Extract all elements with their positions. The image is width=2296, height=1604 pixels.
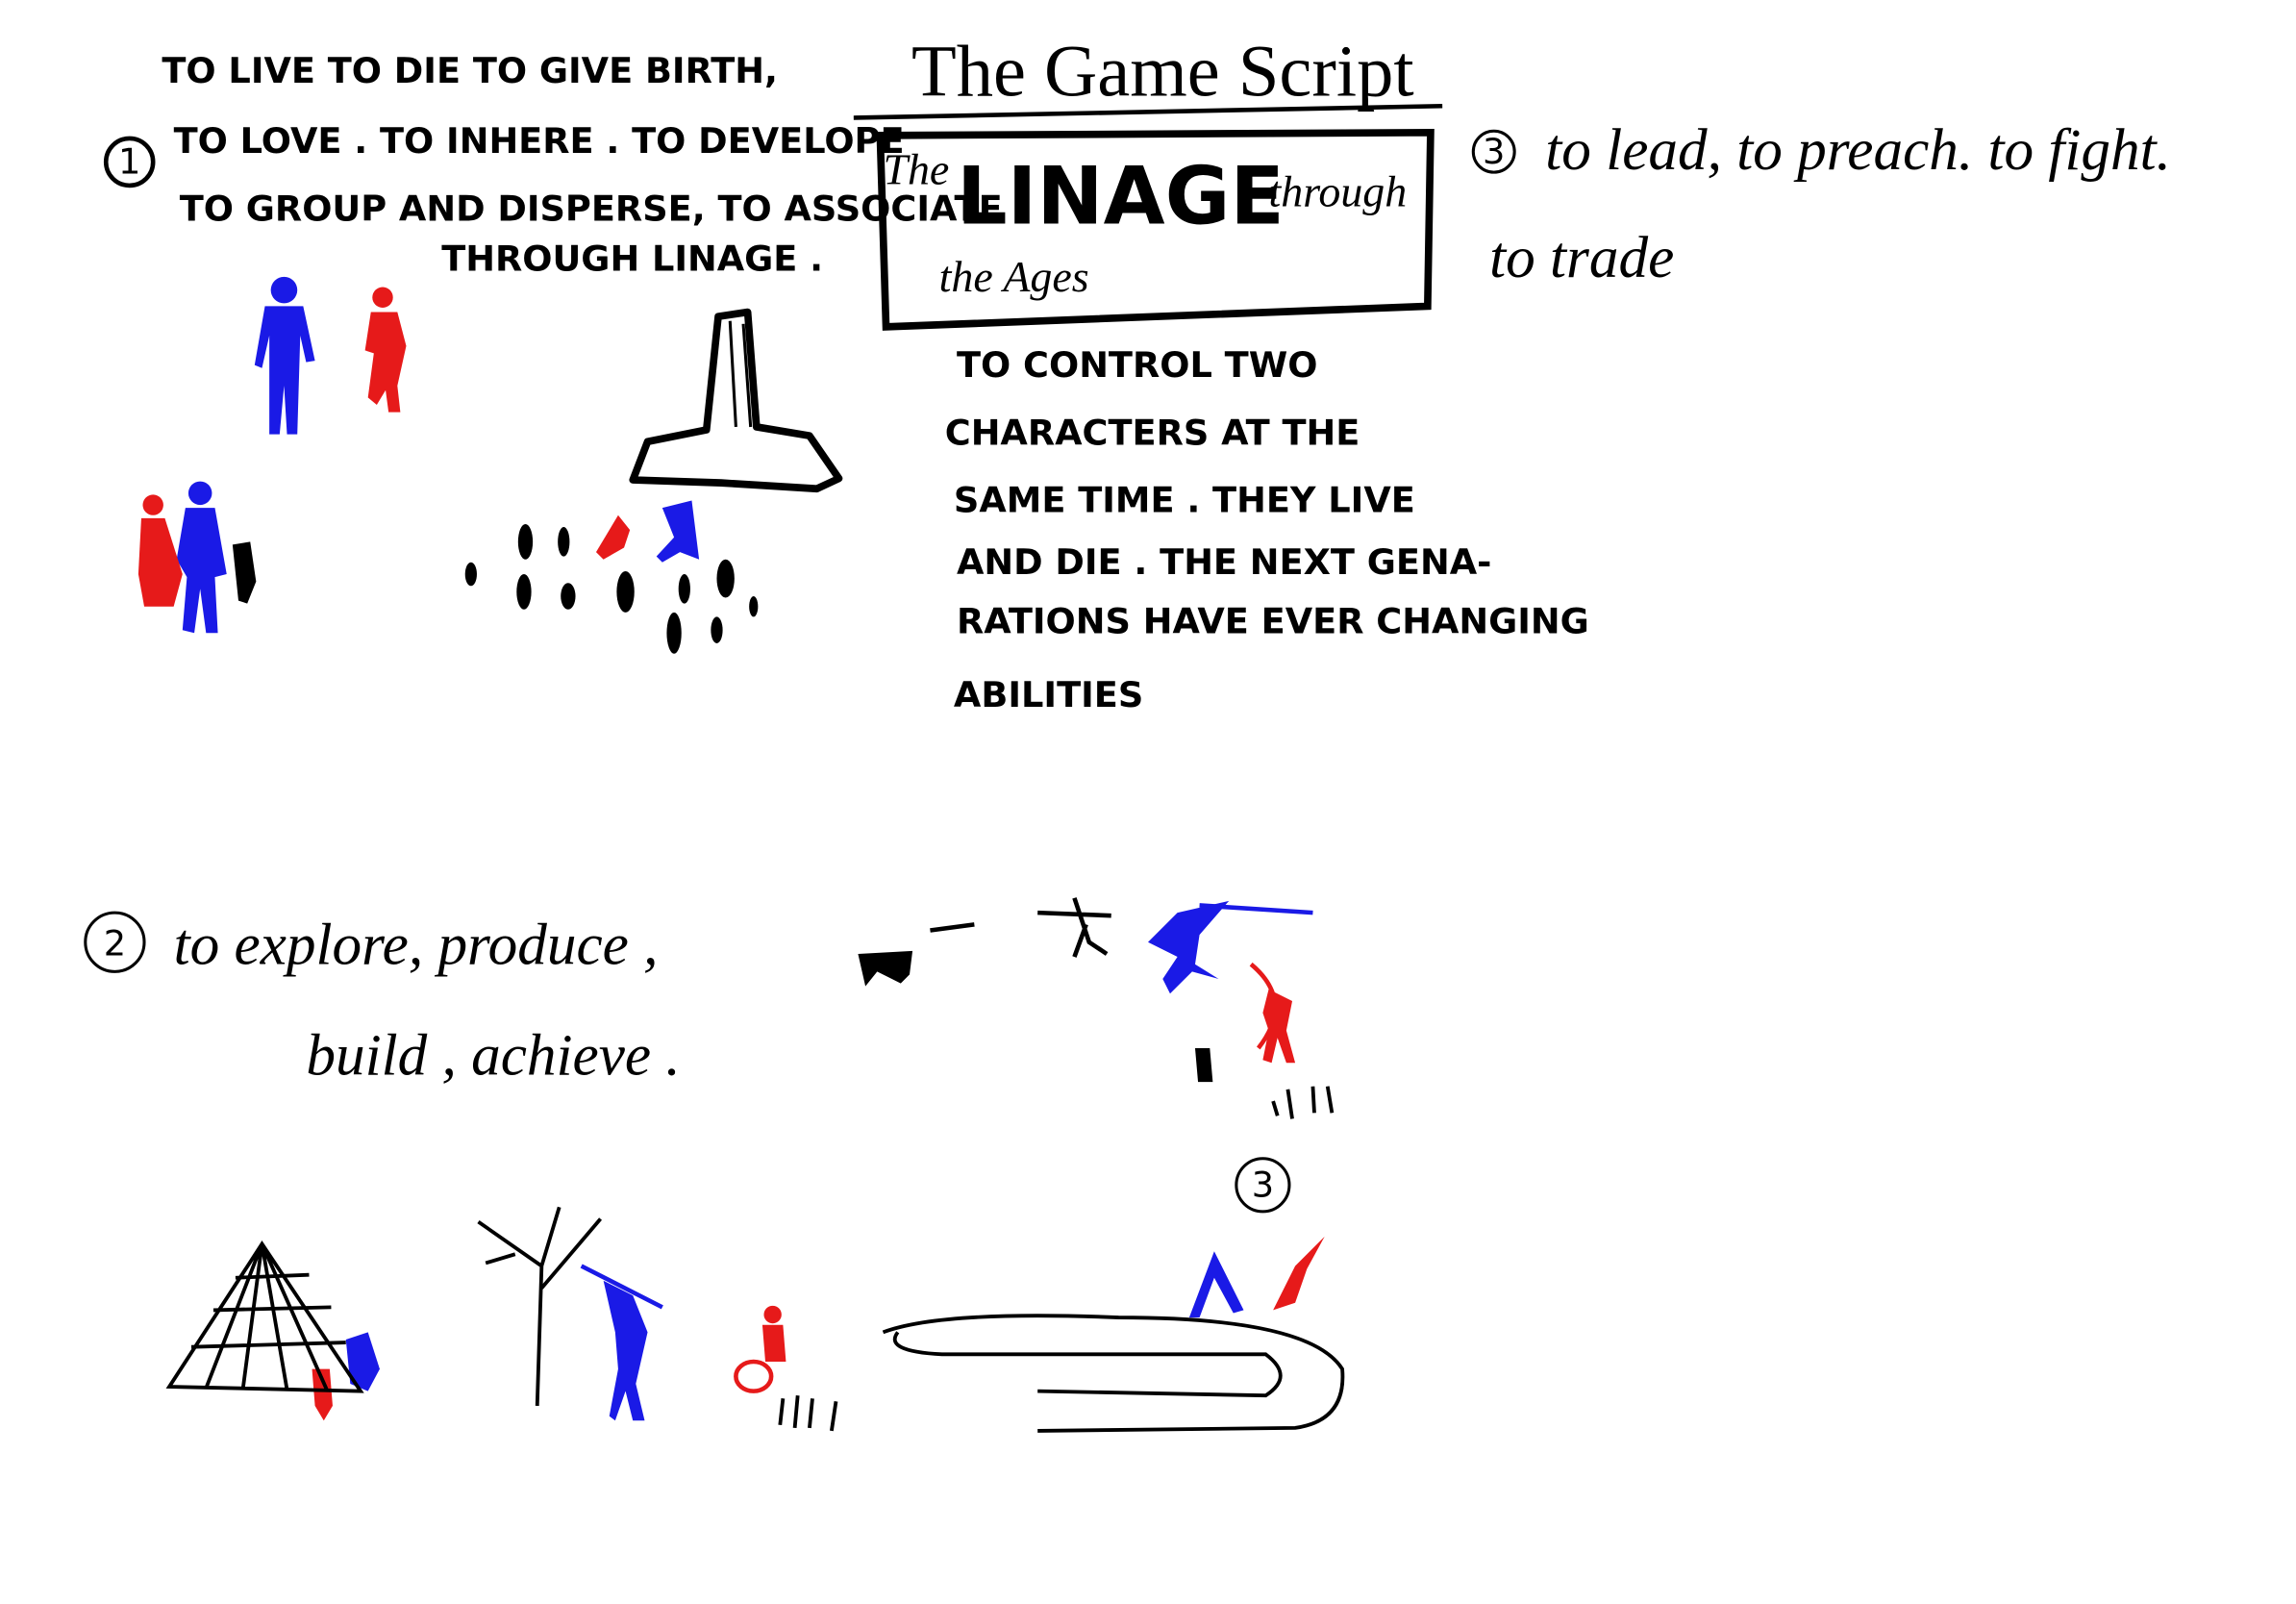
description-line: RATIONS HAVE EVER CHANGING xyxy=(957,600,1589,641)
sketch-stroke xyxy=(1194,1047,1213,1083)
sketch-stroke xyxy=(716,559,735,598)
logo-the: The xyxy=(883,144,949,193)
logo-main: LINAGE xyxy=(957,151,1285,243)
section3-line: to lead, to preach. to fight. xyxy=(1545,117,2171,183)
sketch-stroke xyxy=(930,922,975,933)
sketch-stroke xyxy=(728,320,753,428)
figures xyxy=(137,276,1345,1433)
sketch-stroke xyxy=(477,1206,603,1406)
sketch-stroke xyxy=(1273,1236,1325,1311)
sketch-stroke xyxy=(345,1332,380,1391)
title-underline xyxy=(853,103,1443,120)
section1-line: THROUGH LINAGE . xyxy=(441,238,823,280)
sketch-stroke xyxy=(364,312,407,413)
sketch-stroke xyxy=(232,541,257,604)
sketch-stroke xyxy=(761,1324,786,1362)
logo-ages: the Ages xyxy=(939,252,1089,301)
sketch-stroke xyxy=(187,481,212,506)
title: The Game Script xyxy=(911,31,1414,113)
number-circle xyxy=(1471,129,1516,174)
sketch-stroke xyxy=(656,500,700,563)
sketch-stroke xyxy=(270,276,298,304)
sketch-stroke xyxy=(232,523,1213,1083)
logo-box xyxy=(876,128,1435,331)
sketch-stroke xyxy=(629,308,843,493)
sketch-stroke xyxy=(763,1305,782,1324)
sketch-stroke xyxy=(1249,962,1278,1050)
sketch-stroke xyxy=(517,523,534,560)
description-line: AND DIE . THE NEXT GENA- xyxy=(957,541,1491,583)
sketch-stroke xyxy=(558,527,570,557)
number-circle xyxy=(103,136,156,188)
sketch-stroke xyxy=(734,1359,774,1393)
sketch-stroke xyxy=(629,308,843,493)
sketch-stroke xyxy=(1037,897,1111,958)
sketch-stroke xyxy=(1199,903,1313,915)
description-line: TO CONTROL TWO xyxy=(957,344,1317,386)
sketch-stroke xyxy=(616,570,635,613)
section1-line: TO GROUP AND DISPERSE, TO ASSOCIATE xyxy=(180,188,1003,230)
marker: 3 xyxy=(1252,1165,1274,1206)
marker-circle xyxy=(1235,1157,1291,1214)
sketch-stroke xyxy=(372,287,393,308)
sketch-stroke xyxy=(1148,900,1230,994)
section2-line: to explore, produce , xyxy=(174,913,659,978)
section1-line: TO LOVE . TO INHERE . TO DEVELOPE xyxy=(174,120,905,162)
description-line: CHARACTERS AT THE xyxy=(945,412,1360,453)
sketch-stroke xyxy=(137,287,1325,1421)
sketch-stroke xyxy=(666,612,682,654)
sketch-stroke xyxy=(190,1272,346,1349)
sketch-stroke xyxy=(882,1314,1345,1433)
section-number: 3 xyxy=(1483,131,1505,172)
sketch-stroke xyxy=(858,950,913,987)
section2-line: build , achieve . xyxy=(306,1022,680,1088)
sketch-stroke xyxy=(165,1241,364,1393)
logo-through: through xyxy=(1269,166,1408,215)
description-line: SAME TIME . THEY LIVE xyxy=(954,480,1415,521)
description-line: ABILITIES xyxy=(954,674,1143,715)
section1-line: TO LIVE TO DIE TO GIVE BIRTH, xyxy=(162,50,778,91)
sketch-stroke xyxy=(711,616,723,643)
sketch-stroke xyxy=(603,1280,648,1421)
sketch-stroke xyxy=(678,574,690,604)
sketch-stroke xyxy=(176,276,1313,1421)
sketch-stroke xyxy=(1188,1251,1244,1318)
sketch-stroke xyxy=(254,306,315,435)
sketch-stroke xyxy=(778,1395,838,1432)
sketch-stroke xyxy=(561,583,576,610)
sketch-stroke xyxy=(137,517,183,607)
sketch-stroke xyxy=(312,1368,333,1421)
sketch-stroke xyxy=(1262,989,1296,1064)
sketch-stroke xyxy=(580,1264,663,1310)
sketch-stroke xyxy=(595,514,631,560)
sketch-stroke xyxy=(176,508,227,634)
sketch-stroke xyxy=(142,494,163,515)
sketch-stroke xyxy=(749,595,759,617)
number-circle xyxy=(84,911,146,973)
section-number: 2 xyxy=(104,923,126,965)
sketch-stroke xyxy=(165,1086,1345,1433)
sketch-stroke xyxy=(516,574,532,610)
section-number: 1 xyxy=(118,141,140,183)
sketch-stroke xyxy=(1271,1086,1335,1119)
section3-line: to trade xyxy=(1489,225,1674,290)
sketch-stroke xyxy=(464,562,477,587)
